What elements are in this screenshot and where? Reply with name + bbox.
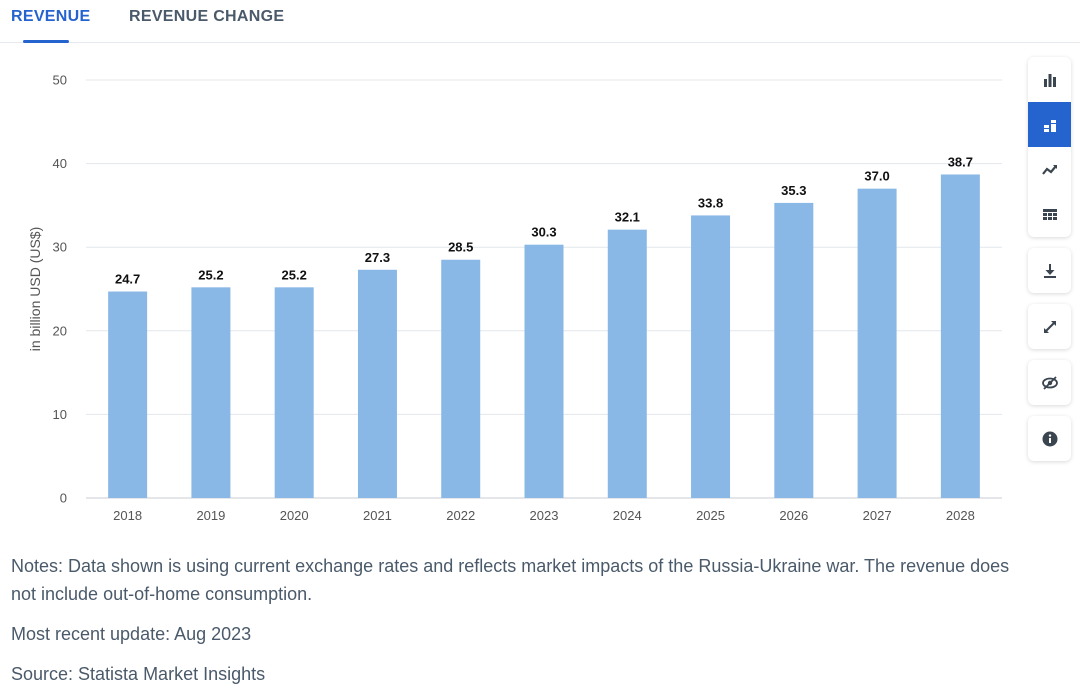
download-button[interactable]: [1028, 248, 1071, 293]
y-tick-label: 30: [53, 240, 67, 255]
x-tick-label: 2022: [446, 508, 475, 523]
y-axis-ticks: 0 10 20 30 40 50: [53, 73, 67, 506]
data-label: 30.3: [531, 225, 556, 240]
active-tab-indicator: [23, 40, 69, 43]
y-tick-label: 0: [60, 491, 67, 506]
bar-2026: [774, 202, 814, 498]
x-tick-label: 2028: [946, 508, 975, 523]
x-tick-label: 2018: [113, 508, 142, 523]
download-icon: [1043, 263, 1056, 278]
bar-2024: [607, 229, 647, 499]
chart-notes: Notes: Data shown is using current excha…: [11, 552, 1011, 700]
tab-revenue-change[interactable]: REVENUE CHANGE: [129, 8, 285, 25]
x-tick-label: 2021: [363, 508, 392, 523]
info-icon: [1042, 431, 1057, 446]
bar-2018: [108, 291, 148, 498]
table-view-button[interactable]: [1028, 192, 1071, 237]
hide-icon: [1041, 375, 1058, 390]
visibility-group: [1028, 360, 1071, 405]
y-axis-label: in billion USD (US$): [27, 227, 43, 351]
data-label: 24.7: [115, 272, 140, 287]
bar-2025: [691, 215, 731, 498]
y-tick-label: 20: [53, 323, 67, 338]
download-group: [1028, 248, 1071, 293]
bar-chart-button[interactable]: [1028, 57, 1071, 102]
data-label: 25.2: [282, 267, 307, 282]
x-tick-label: 2020: [280, 508, 309, 523]
bar-chart-icon: [1043, 73, 1056, 87]
x-tick-label: 2019: [196, 508, 225, 523]
table-icon: [1042, 208, 1057, 220]
y-tick-label: 40: [53, 156, 67, 171]
tab-revenue[interactable]: REVENUE: [11, 8, 91, 25]
source-text: Source: Statista Market Insights: [11, 664, 266, 684]
expand-icon: [1043, 320, 1056, 333]
revenue-bar-chart: 0 10 20 30 40 50 24.7 25.2 25.2 27.3 28.5 30.3 32.1…: [27, 73, 1002, 523]
bars: [108, 174, 980, 499]
y-tick-label: 10: [53, 407, 67, 422]
x-axis-ticks: 2018 2019 2020 2021 2022 2023 2024 2025 2026 2027…: [113, 508, 975, 523]
info-group: [1028, 416, 1071, 461]
data-label: 38.7: [948, 154, 973, 169]
x-tick-label: 2024: [613, 508, 642, 523]
x-tick-label: 2027: [863, 508, 892, 523]
y-tick-label: 50: [53, 73, 67, 88]
data-label: 25.2: [198, 267, 223, 282]
x-tick-label: 2023: [530, 508, 559, 523]
bar-2027: [857, 188, 897, 498]
stacked-bar-button[interactable]: [1028, 102, 1071, 147]
line-chart-icon: [1041, 164, 1057, 175]
data-label: 35.3: [781, 183, 806, 198]
chart-type-group: [1028, 57, 1071, 237]
info-button[interactable]: [1028, 416, 1071, 461]
hide-button[interactable]: [1028, 360, 1071, 405]
notes-text: Notes: Data shown is using current excha…: [11, 556, 1010, 604]
data-label: 27.3: [365, 250, 390, 265]
data-label: 32.1: [615, 210, 640, 225]
fullscreen-group: [1028, 304, 1071, 349]
bar-2028: [940, 174, 980, 498]
bar-2019: [191, 287, 231, 498]
bar-2021: [357, 269, 397, 498]
data-label: 37.0: [864, 169, 889, 184]
bar-2020: [274, 287, 314, 498]
bar-2022: [441, 259, 481, 498]
fullscreen-button[interactable]: [1028, 304, 1071, 349]
chart-toolbar: [1028, 57, 1071, 472]
x-tick-label: 2026: [779, 508, 808, 523]
data-label: 28.5: [448, 240, 473, 255]
stacked-bar-icon: [1043, 119, 1056, 132]
x-tick-label: 2025: [696, 508, 725, 523]
data-labels: 24.7 25.2 25.2 27.3 28.5 30.3 32.1 33.8 35.3 37.0…: [115, 154, 973, 286]
line-chart-button[interactable]: [1028, 147, 1071, 192]
tab-bar: REVENUE REVENUE CHANGE: [0, 0, 1080, 43]
data-label: 33.8: [698, 195, 723, 210]
update-text: Most recent update: Aug 2023: [11, 624, 252, 644]
bar-2023: [524, 244, 564, 498]
